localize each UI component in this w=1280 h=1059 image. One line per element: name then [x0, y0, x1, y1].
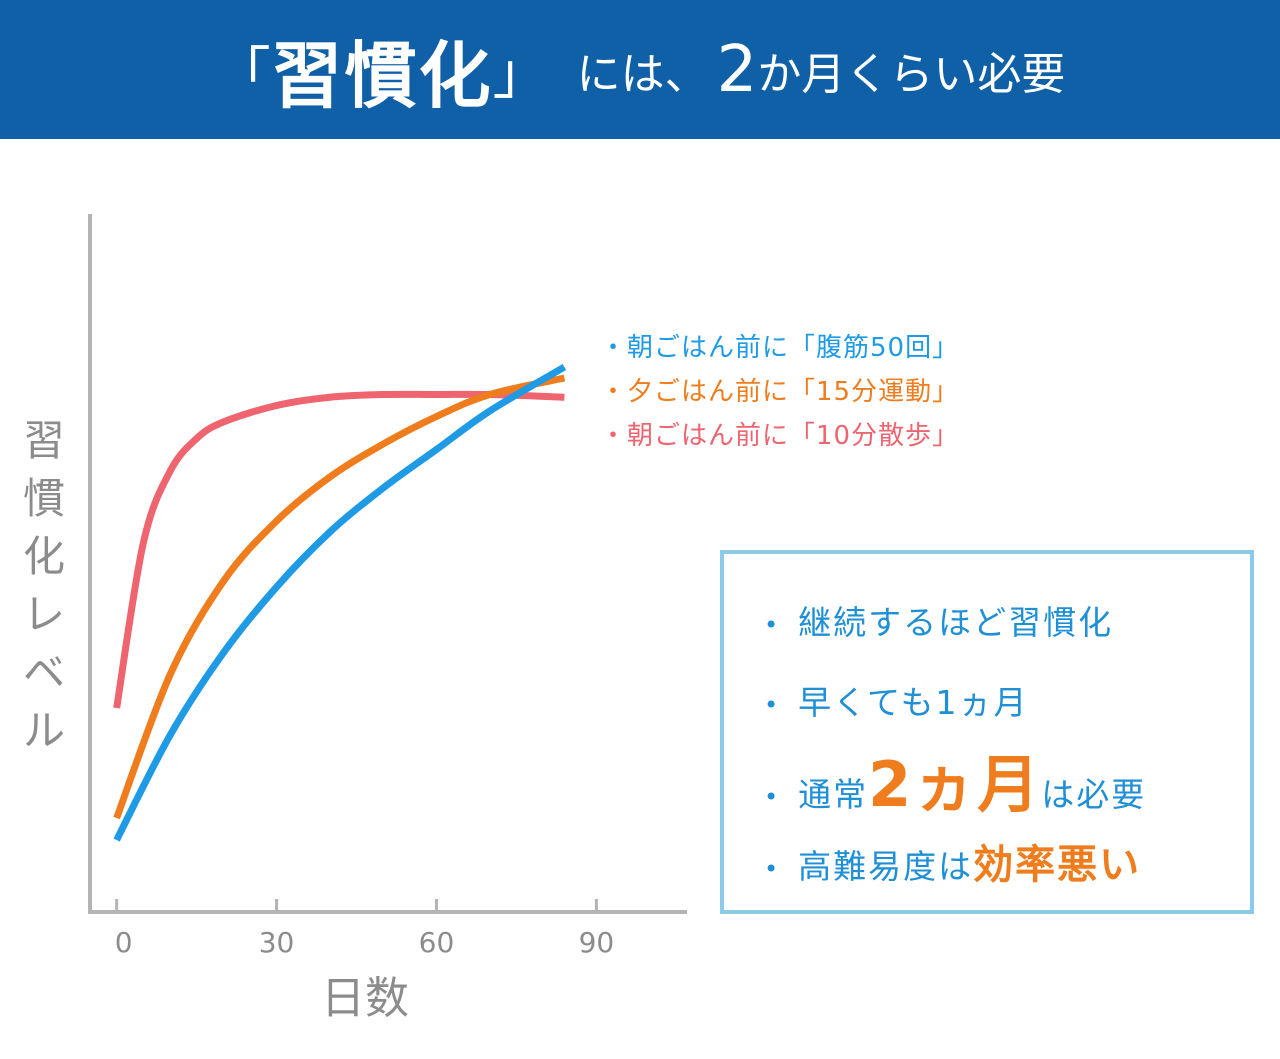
title-open-bracket: 「	[214, 42, 271, 107]
title-part2: か	[757, 48, 802, 100]
title-part1: には、	[576, 48, 709, 100]
x-tick-label: 90	[579, 926, 615, 959]
summary-box: • 継続するほど習慣化 • 早くても1ヵ月 • 通常2ヵ月は必要 • 高難易度は効率悪い	[720, 550, 1254, 914]
header-banner	[0, 0, 1280, 139]
summary-item: • 早くても1ヵ月	[764, 676, 1029, 724]
series-line	[113, 363, 567, 842]
bullet-icon: •	[764, 854, 781, 883]
summary-text: は必要	[1041, 775, 1147, 814]
x-axis-label: 日数	[321, 973, 409, 1024]
bullet-icon: •	[764, 782, 781, 811]
bullet-icon: •	[764, 690, 781, 719]
legend-item: ・朝ごはん前に「10分散歩」	[600, 421, 960, 451]
series-line	[113, 374, 566, 820]
summary-highlight: 効率悪い	[973, 842, 1142, 888]
bullet-icon: •	[764, 610, 781, 639]
chart-legend: ・朝ごはん前に「腹筋50回」 ・夕ごはん前に「15分運動」 ・朝ごはん前に「10…	[600, 326, 959, 458]
summary-text: 継続するほど習慣化	[798, 603, 1114, 642]
title-part3: 月くらい必要	[801, 48, 1066, 100]
y-axis-label: 習慣化レベル	[22, 416, 65, 755]
x-tick-label: 30	[259, 926, 295, 959]
summary-text: 高難易度は	[798, 847, 974, 886]
summary-highlight: 2ヵ月	[868, 748, 1042, 821]
summary-item: • 通常2ヵ月は必要	[764, 734, 1146, 824]
page-title: 「 習慣化 」 には、 2 か 月くらい必要	[0, 0, 1280, 139]
title-strong: 習慣化	[270, 34, 493, 118]
summary-text: 通常	[798, 775, 869, 814]
summary-item: • 高難易度は効率悪い	[764, 832, 1141, 890]
x-tick-label: 0	[115, 926, 133, 959]
series-line	[113, 390, 565, 709]
title-number: 2	[716, 32, 758, 107]
summary-text: 早くても1ヵ月	[798, 683, 1029, 722]
title-close-bracket: 」	[492, 42, 549, 107]
x-tick-label: 60	[419, 926, 455, 959]
legend-item: ・夕ごはん前に「15分運動」	[600, 377, 960, 407]
legend-item: ・朝ごはん前に「腹筋50回」	[600, 333, 960, 363]
habit-chart: 0 30 60 90 日数	[88, 214, 687, 1024]
summary-item: • 継続するほど習慣化	[764, 596, 1113, 644]
